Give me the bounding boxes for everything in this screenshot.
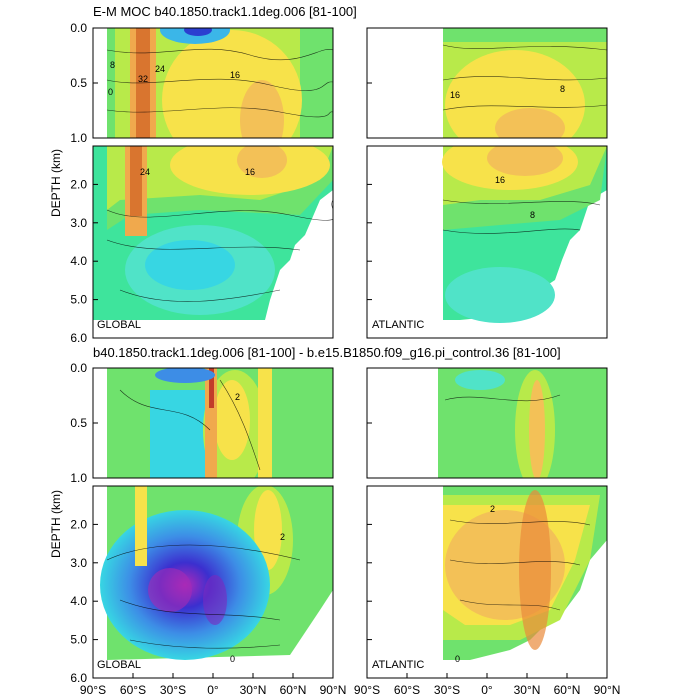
lg-ytick-label-upper-0: 0.0 [70,361,87,375]
ua-contour-label-1: 16 [450,90,460,100]
xtick-label-0-1: 60°S [120,683,146,697]
ua-contour-label-2: 8 [560,84,565,94]
upper-atlantic-bottom-frame [366,145,608,339]
ug-contour-label-1: 32 [138,74,148,84]
lower-global-panel: 2 0 2 GLOBAL [92,367,334,679]
xtick-label-0-5: 60°N [280,683,307,697]
lower-global-bottom-field [93,486,333,678]
xtick-label-0-6: 90°N [320,683,347,697]
xtick-label-1-6: 90°N [594,683,621,697]
lg-ytick-label-lower-0: 2.0 [70,517,87,531]
ug-ytick-label-lower-1: 3.0 [70,216,87,230]
lg-ytick-label-lower-1: 3.0 [70,556,87,570]
lg-ytick-label-lower-3: 5.0 [70,633,87,647]
ug-region-label: GLOBAL [97,319,141,331]
lower-atlantic-panel: 2 0 ATLANTIC [366,367,608,679]
ug-contour-label-6: 16 [245,167,255,177]
la-region-label: ATLANTIC [372,659,424,671]
xtick-label-0-0: 90°S [80,683,106,697]
upper-title: E-M MOC b40.1850.track1.1deg.006 [81-100… [93,4,357,19]
upper-global-panel: 32 24 16 8 0 16 24 GLOBAL [92,27,334,339]
ug-ytick-label-lower-0: 2.0 [70,177,87,191]
ug-ytick-label-upper-2: 1.0 [70,131,87,145]
upper-atlantic-bottom-field [367,146,607,338]
lower-global-top-field [93,368,333,478]
lower-atlantic-top-field [367,368,607,478]
la-contour-label-2: 0 [455,654,460,664]
lg-ytick-label-lower-2: 4.0 [70,594,87,608]
lower-atlantic-bottom-field [367,486,607,678]
lg-region-label: GLOBAL [97,659,141,671]
ug-ytick-label-lower-3: 5.0 [70,293,87,307]
lg-ytick-label-upper-1: 0.5 [70,416,87,430]
xtick-label-1-1: 60°S [394,683,420,697]
ug-contour-label-2: 24 [155,64,165,74]
lg-ytick-label-upper-2: 1.0 [70,471,87,485]
ug-ytick-label-lower-4: 6.0 [70,331,87,345]
y-ticks: 0.0 0.5 1.0 2.0 3.0 4.0 5.0 6.0 0.0 0.5 1.0 2.0 3.0 4… [70,21,372,685]
ug-ytick-label-upper-1: 0.5 [70,76,87,90]
lg-contour-label-3: 2 [280,532,285,542]
xtick-label-0-2: 30°S [160,683,186,697]
xtick-label-1-4: 30°N [514,683,541,697]
lg-contour-label-1: 2 [235,392,240,402]
xtick-label-1-5: 60°N [554,683,581,697]
ug-contour-label-3: 16 [230,70,240,80]
ug-contour-label-7: 24 [140,167,150,177]
lg-contour-label-2: 0 [230,654,235,664]
xtick-label-1-2: 30°S [434,683,460,697]
ua-contour-label-4: 8 [530,210,535,220]
xtick-label-0-4: 30°N [240,683,267,697]
xtick-label-1-0: 90°S [354,683,380,697]
ug-contour-label-4: 8 [110,60,115,70]
upper-global-top-field [93,28,333,138]
ylabel-upper: DEPTH (km) [49,149,63,217]
xtick-label-1-3: 0° [481,683,493,697]
ua-region-label: ATLANTIC [372,319,424,331]
ug-contour-label-5: 0 [108,87,113,97]
upper-global-bottom-frame [92,145,334,339]
ua-contour-label-3: 16 [495,175,505,185]
xtick-label-0-3: 0° [207,683,219,697]
x-ticks: 90°S 60°S 30°S 0° 30°N 60°N 90°N 90°S 60°S 30°S 0°… [80,673,620,697]
upper-atlantic-top-field [367,28,607,138]
ylabel-lower: DEPTH (km) [49,490,63,558]
upper-atlantic-panel: 16 8 16 8 ATLANTIC [366,27,608,339]
lower-title: b40.1850.track1.1deg.006 [81-100] - b.e1… [93,345,561,360]
lg-ytick-label-lower-4: 6.0 [70,671,87,685]
ug-ytick-label-lower-2: 4.0 [70,254,87,268]
ug-ytick-label-upper-0: 0.0 [70,21,87,35]
upper-global-bottom-field [93,146,333,338]
la-contour-label-1: 2 [490,504,495,514]
